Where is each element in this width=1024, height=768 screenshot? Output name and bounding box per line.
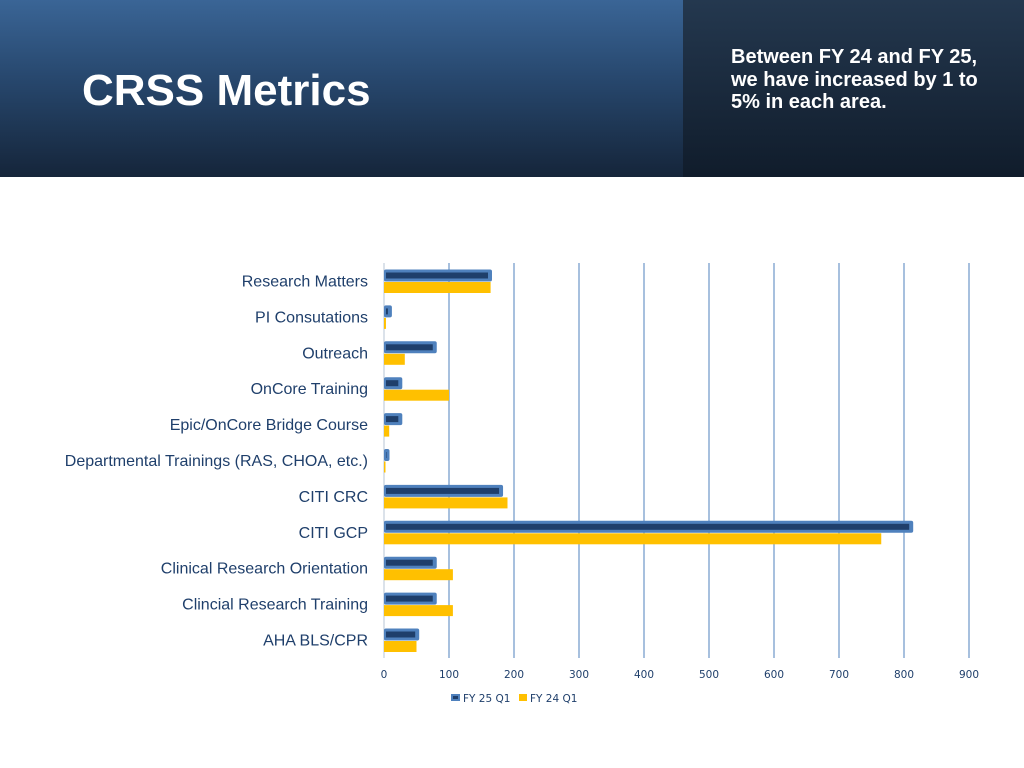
bar-fy25-outline-5 [384, 449, 390, 461]
bar-fy24-1 [384, 317, 386, 329]
category-label: PI Consutations [255, 309, 368, 326]
legend-fy25-label: FY 25 Q1 [463, 693, 510, 705]
legend-fy25-swatch-inner [453, 696, 458, 699]
x-tick-label: 400 [634, 669, 654, 681]
summary-panel [683, 0, 1024, 177]
bar-fy24-5 [384, 461, 386, 473]
x-tick-label: 500 [699, 669, 719, 681]
bar-fy25-8 [386, 559, 433, 566]
bar-fy25-3 [386, 380, 399, 387]
bar-fy25-0 [386, 272, 488, 279]
category-label: AHA BLS/CPR [263, 633, 368, 650]
category-label: CITI CRC [299, 489, 368, 506]
slide-title: CRSS Metrics [82, 66, 371, 115]
x-tick-label: 200 [504, 669, 524, 681]
bar-fy24-9 [384, 605, 453, 617]
x-axis-ticks: 0 100 200 300 400 500 600 700 800 900 [381, 669, 979, 681]
bar-fy24-0 [384, 282, 491, 293]
category-label: Clincial Research Training [182, 597, 368, 614]
legend-fy24-label: FY 24 Q1 [530, 693, 577, 705]
bar-fy24-2 [384, 353, 405, 365]
bar-fy24-8 [384, 569, 453, 581]
bar-fy24-6 [384, 497, 508, 509]
bar-fy25-4 [386, 416, 399, 423]
category-label: Research Matters [242, 274, 368, 291]
category-label: OnCore Training [251, 381, 368, 398]
x-tick-label: 300 [569, 669, 589, 681]
bar-fy25-outline-1 [384, 305, 392, 318]
x-tick-label: 800 [894, 669, 914, 681]
x-tick-label: 600 [764, 669, 784, 681]
bar-fy24-4 [384, 425, 390, 437]
category-label: Clinical Research Orientation [161, 561, 368, 578]
legend-fy24-swatch [519, 694, 527, 701]
bar-fy24-3 [384, 389, 449, 401]
x-tick-label: 0 [381, 669, 388, 681]
bar-fy25-7 [386, 523, 910, 530]
legend: FY 25 Q1 FY 24 Q1 [451, 693, 577, 705]
bar-fy24-10 [384, 641, 417, 652]
category-label: Epic/OnCore Bridge Course [170, 417, 368, 434]
bar-fy25-9 [386, 595, 433, 602]
bar-fy25-5 [386, 452, 387, 458]
slide-summary: Between FY 24 and FY 25, we have increas… [731, 46, 978, 113]
grid-lines [383, 263, 970, 658]
bar-fy24-7 [384, 533, 882, 545]
category-label: Outreach [302, 345, 368, 362]
category-label: CITI GCP [299, 525, 368, 542]
category-label: Departmental Trainings (RAS, CHOA, etc.) [65, 453, 368, 470]
bar-fy25-2 [386, 344, 433, 351]
x-tick-label: 100 [439, 669, 459, 681]
x-tick-label: 700 [829, 669, 849, 681]
bars [384, 269, 914, 652]
x-tick-label: 900 [959, 669, 979, 681]
bar-fy25-10 [386, 631, 416, 638]
category-labels: Research Matters PI Consutations Outreach O… [65, 274, 368, 650]
bar-fy25-1 [386, 308, 388, 315]
bar-fy25-6 [386, 487, 500, 494]
